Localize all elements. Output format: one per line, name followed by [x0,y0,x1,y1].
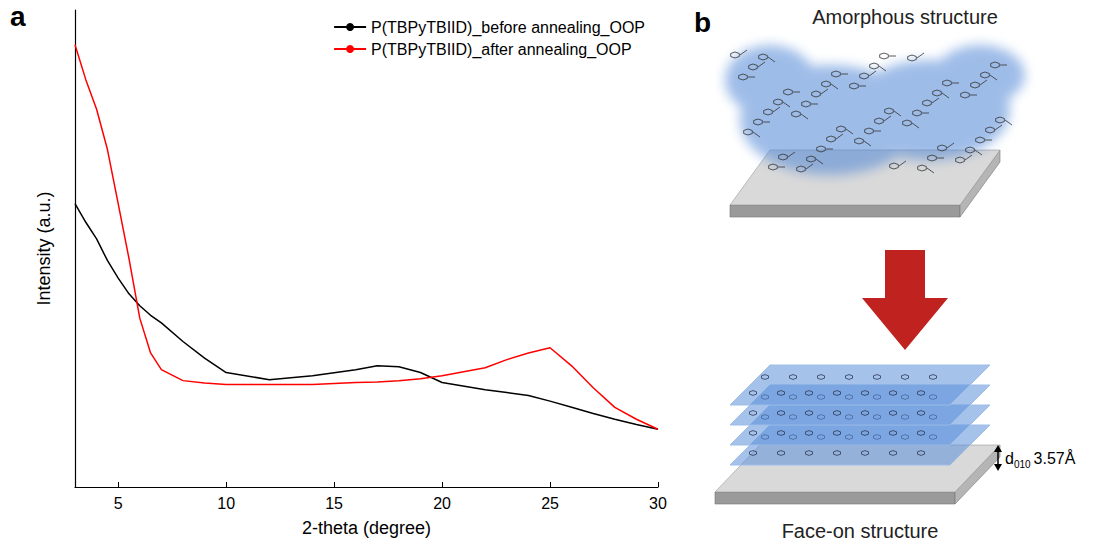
svg-text:d0103.57Å: d0103.57Å [1005,449,1076,470]
svg-text:2-theta (degree): 2-theta (degree) [302,518,431,538]
svg-text:15: 15 [325,495,343,512]
svg-text:25: 25 [541,495,559,512]
svg-text:P(TBPyTBIID)_after annealing_O: P(TBPyTBIID)_after annealing_OOP [371,41,632,59]
svg-text:5: 5 [114,495,123,512]
svg-text:b: b [694,7,711,38]
svg-text:30: 30 [649,495,667,512]
svg-text:P(TBPyTBIID)_before annealing_: P(TBPyTBIID)_before annealing_OOP [371,19,645,37]
svg-text:Amorphous structure: Amorphous structure [812,6,998,28]
svg-text:20: 20 [433,495,451,512]
svg-text:Intensity (a.u.): Intensity (a.u.) [34,191,54,305]
svg-text:10: 10 [217,495,235,512]
svg-text:a: a [10,1,26,32]
svg-text:Face-on structure: Face-on structure [782,520,939,542]
